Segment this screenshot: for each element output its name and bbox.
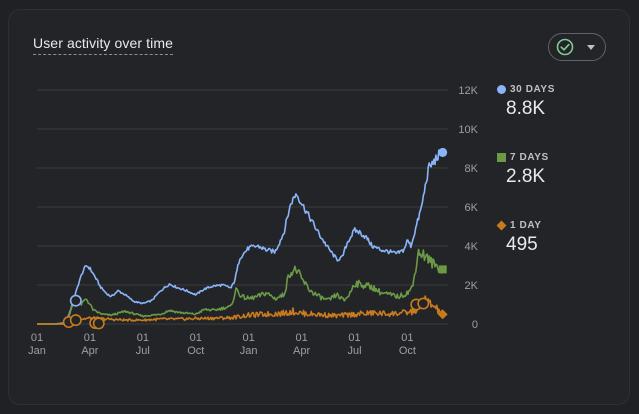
end-marker-30-days: [438, 147, 448, 157]
series-line-7-days: [37, 248, 444, 325]
square-marker-icon: [497, 152, 506, 162]
circle-marker-icon: [497, 84, 506, 94]
legend-entry-header: 7 DAYS: [497, 151, 549, 163]
legend-entry-7-days[interactable]: 7 DAYS 2.8K: [497, 151, 549, 189]
legend-label: 7 DAYS: [510, 151, 549, 163]
y-tick-label: 2K: [465, 280, 479, 292]
legend-entry-30-days[interactable]: 30 DAYS 8.8K: [497, 83, 555, 121]
diamond-marker-icon: [496, 220, 507, 230]
comparison-picker-button[interactable]: [548, 33, 606, 61]
x-tick-label-day: 01: [348, 332, 360, 344]
check-circle-icon: [556, 38, 574, 56]
y-tick-label: 6K: [465, 202, 479, 214]
x-tick-label-month: Apr: [81, 345, 98, 357]
annotation-marker: [69, 314, 82, 327]
x-tick-label-month: Apr: [293, 345, 310, 357]
x-tick-label-day: 01: [84, 332, 96, 344]
legend-entry-header: 30 DAYS: [497, 83, 555, 95]
legend-value: 8.8K: [506, 98, 546, 119]
x-tick-label-month: Oct: [399, 345, 416, 357]
y-tick-label: 4K: [465, 241, 479, 253]
x-tick-label-day: 01: [31, 332, 43, 344]
end-marker-7-days: [438, 265, 447, 274]
y-tick-label: 10K: [458, 124, 478, 136]
series-line-30-days: [37, 148, 444, 325]
x-tick-label-day: 01: [190, 332, 202, 344]
x-tick-label-day: 01: [243, 332, 255, 344]
legend-label: 1 DAY: [510, 219, 542, 231]
end-marker-1-day: [437, 309, 448, 320]
annotation-marker: [417, 297, 430, 310]
annotation-marker: [69, 294, 82, 307]
y-tick-label: 8K: [465, 163, 479, 175]
x-tick-label-month: Jul: [136, 345, 150, 357]
x-tick-label-day: 01: [137, 332, 149, 344]
annotation-marker: [92, 317, 105, 330]
x-tick-label-day: 01: [401, 332, 413, 344]
legend-entry-1-day[interactable]: 1 DAY 495: [496, 219, 542, 257]
x-tick-label-month: Jul: [347, 345, 361, 357]
legend-label: 30 DAYS: [510, 83, 555, 95]
legend-value: 2.8K: [506, 166, 546, 187]
y-tick-label: 0: [472, 319, 478, 331]
x-tick-label-day: 01: [295, 332, 307, 344]
caret-down-icon: [587, 45, 595, 50]
legend-entry-header: 1 DAY: [496, 219, 542, 231]
legend-value: 495: [506, 234, 538, 255]
series-line-1-day: [37, 295, 444, 325]
x-tick-label-month: Jan: [28, 345, 46, 357]
card-title[interactable]: User activity over time: [33, 35, 173, 55]
x-tick-label-month: Jan: [240, 345, 258, 357]
y-tick-label: 12K: [458, 85, 478, 97]
x-tick-label-month: Oct: [187, 345, 204, 357]
